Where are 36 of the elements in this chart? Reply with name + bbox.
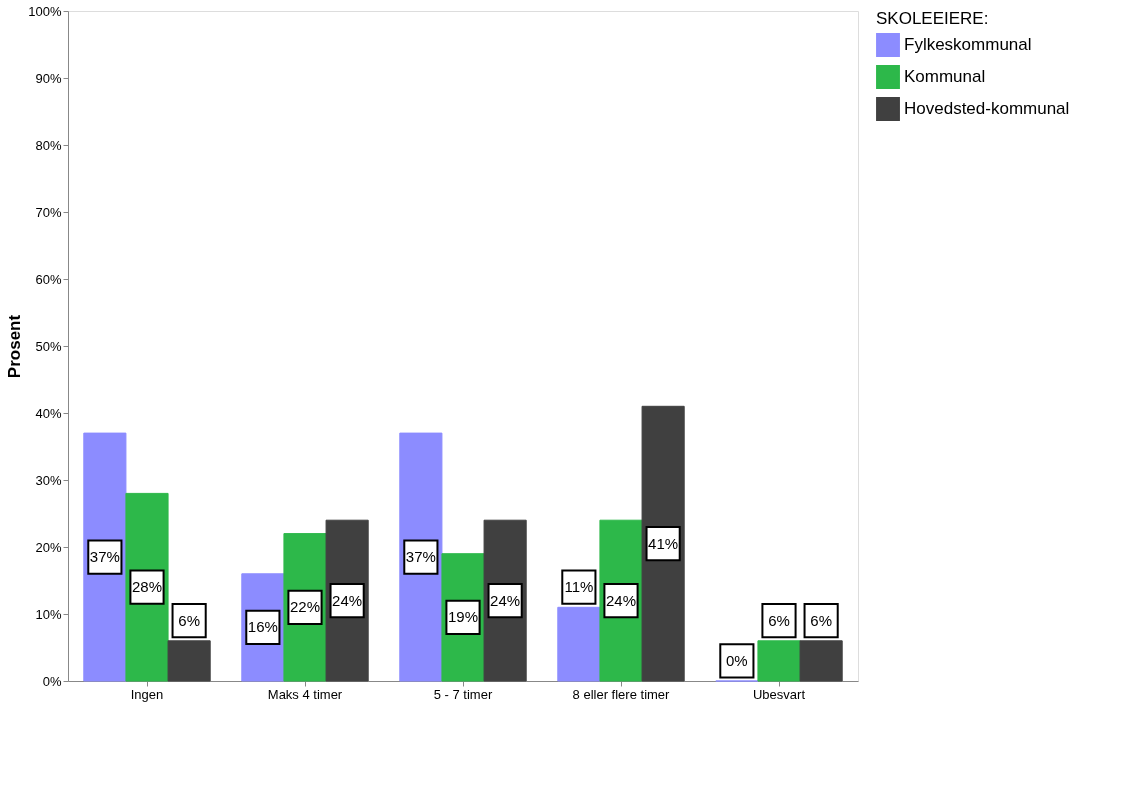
data-label: 6% bbox=[810, 611, 832, 629]
x-tick-label: 8 eller flere timer bbox=[572, 686, 671, 702]
x-tick-label: Ingen bbox=[130, 686, 164, 702]
x-tick-label: Ubesvart bbox=[752, 686, 806, 702]
data-label: 16% bbox=[247, 618, 278, 636]
y-tick-label: 80% bbox=[35, 137, 62, 153]
data-label: 22% bbox=[289, 598, 321, 616]
y-tick-label: 50% bbox=[35, 338, 62, 354]
legend-label: Hovedsted-kommunal bbox=[904, 99, 1070, 118]
legend-label: Kommunal bbox=[904, 67, 986, 86]
data-label: 24% bbox=[490, 591, 521, 609]
data-label: 28% bbox=[131, 578, 163, 596]
data-label: 0% bbox=[726, 651, 748, 669]
data-label: 41% bbox=[648, 534, 679, 552]
data-label: 24% bbox=[332, 591, 363, 609]
y-tick-label: 10% bbox=[35, 606, 62, 622]
data-label: 6% bbox=[768, 611, 790, 629]
legend-title: SKOLEEIERE: bbox=[876, 9, 989, 28]
x-tick-label: 5 - 7 timer bbox=[433, 686, 493, 702]
legend-label: Fylkeskommunal bbox=[904, 35, 1032, 54]
data-label: 37% bbox=[405, 548, 436, 566]
y-tick-label: 70% bbox=[35, 204, 62, 220]
y-tick-label: 60% bbox=[35, 271, 62, 287]
y-tick-label: 40% bbox=[35, 405, 62, 421]
y-tick-label: 0% bbox=[42, 673, 62, 689]
x-tick-label: Maks 4 timer bbox=[267, 686, 343, 702]
data-label: 11% bbox=[564, 578, 594, 596]
data-label: 6% bbox=[178, 611, 200, 629]
y-tick-label: 30% bbox=[35, 472, 62, 488]
data-label: 24% bbox=[605, 591, 637, 609]
y-tick-label: 90% bbox=[35, 70, 62, 86]
data-label: 37% bbox=[89, 548, 120, 566]
data-label: 19% bbox=[447, 608, 479, 626]
y-axis-title: Prosent bbox=[5, 314, 25, 379]
y-tick-label: 100% bbox=[28, 3, 62, 19]
y-tick-label: 20% bbox=[35, 539, 62, 555]
